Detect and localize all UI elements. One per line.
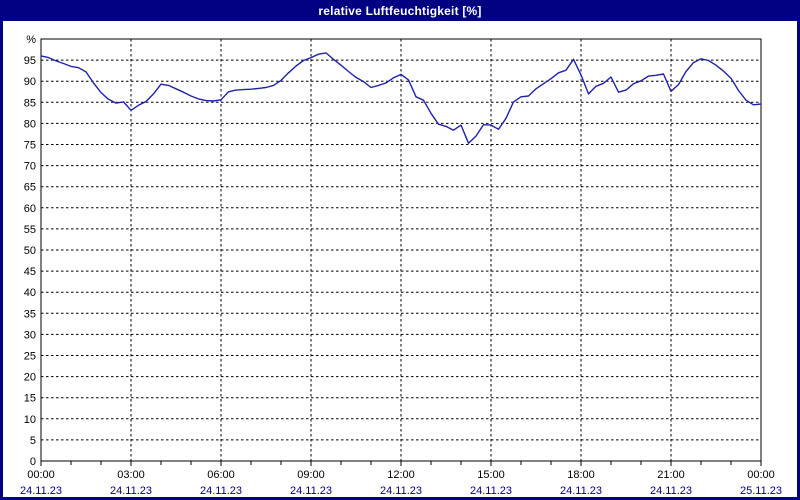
x-tick-date-label: 24.11.23 [650,485,692,497]
y-tick-label: 5 [30,435,36,447]
x-tick-time-label: 15:00 [477,469,505,481]
x-tick-time-label: 09:00 [297,469,325,481]
x-tick-time-label: 06:00 [207,469,235,481]
window-titlebar: relative Luftfeuchtigkeit [%] [0,0,800,21]
x-tick-time-label: 00:00 [27,469,55,481]
y-tick-label: 25 [24,351,36,363]
y-tick-label: 55 [24,224,36,236]
y-axis-unit-label: % [26,34,36,46]
humidity-series-line [40,52,762,144]
y-tick-label: 10 [24,414,36,426]
plot-frame [40,38,762,462]
y-tick-label: 15 [24,393,36,405]
x-tick-date-label: 24.11.23 [470,485,512,497]
x-tick-date-label: 24.11.23 [560,485,602,497]
chart-area: 0 5 10 15 20 25 30 35 40 45 50 55 60 65 70 75 80 85 90 95% 0… [3,21,797,497]
x-tick-date-label: 24.11.23 [20,485,62,497]
y-tick-label: 0 [30,456,36,468]
x-tick-time-label: 21:00 [657,469,685,481]
y-tick-label: 35 [24,308,36,320]
y-tick-label: 80 [24,118,36,130]
x-tick-time-label: 18:00 [567,469,595,481]
x-tick-time-label: 12:00 [387,469,415,481]
y-tick-label: 90 [24,76,36,88]
x-tick-date-label: 24.11.23 [290,485,332,497]
humidity-line-chart: 05101520253035404550556065707580859095%0… [20,34,782,497]
y-tick-label: 70 [24,161,36,173]
y-tick-label: 40 [24,287,36,299]
y-tick-label: 50 [24,245,36,257]
x-tick-date-label: 24.11.23 [200,485,242,497]
y-tick-label: 75 [24,140,36,152]
window-title: relative Luftfeuchtigkeit [%] [318,3,482,18]
x-tick-date-label: 25.11.23 [740,485,782,497]
y-tick-label: 30 [24,329,36,341]
x-tick-time-label: 03:00 [117,469,145,481]
y-tick-label: 85 [24,97,36,109]
y-tick-label: 20 [24,372,36,384]
y-tick-label: 95 [24,55,36,67]
x-axis: 00:00 24.11.23 03:00 24.11.23 06:00 24.11.23 0… [20,39,782,497]
x-tick-date-label: 24.11.23 [110,485,152,497]
x-tick-time-label: 00:00 [747,469,775,481]
y-tick-label: 45 [24,266,36,278]
x-tick-date-label: 24.11.23 [380,485,422,497]
y-tick-label: 60 [24,203,36,215]
y-axis: 0 5 10 15 20 25 30 35 40 45 50 55 60 65 70 75 80 85 90 95% [24,34,761,468]
y-tick-label: 65 [24,182,36,194]
